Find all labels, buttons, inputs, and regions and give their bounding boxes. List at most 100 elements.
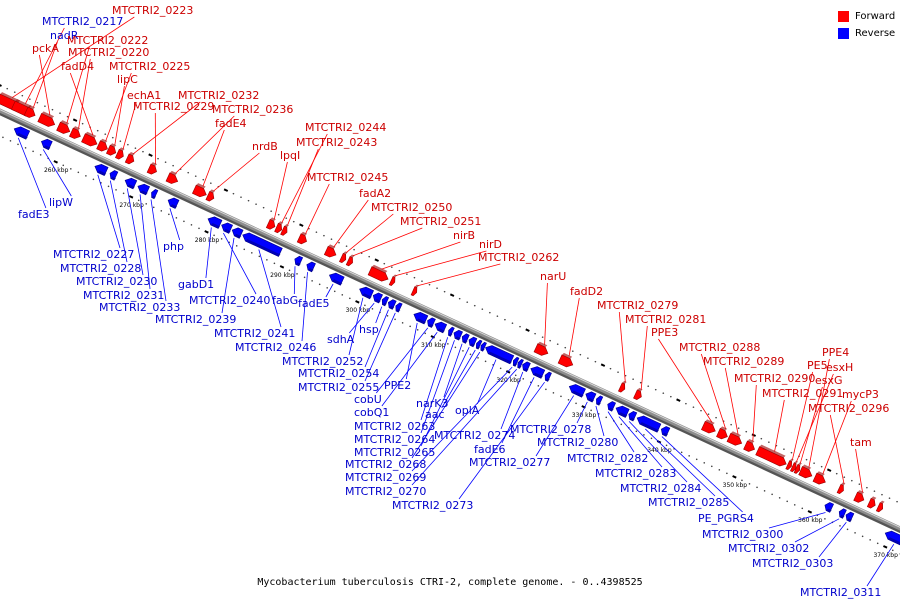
forward-swatch	[838, 10, 849, 22]
minor-tick-outer	[338, 241, 340, 244]
minor-tick-inner	[839, 525, 841, 527]
forward-label: MTCTRI2_0262	[478, 251, 559, 264]
gene-shade-MTCTRI2_0240	[223, 229, 231, 234]
minor-tick-outer	[96, 129, 99, 132]
major-tick-outer	[223, 188, 229, 192]
leader-line	[405, 322, 418, 380]
minor-tick-outer	[594, 360, 597, 363]
gene-narU	[533, 343, 549, 356]
gene-shade-MTCTRI2_0282	[608, 407, 614, 412]
minor-tick-outer	[232, 192, 235, 195]
gene-shade-MTCTRI2_0273	[545, 378, 550, 382]
gene-MTCTRI2_0244	[274, 222, 283, 234]
major-tick-inner	[279, 265, 285, 269]
gene-MTCTRI2_0289	[726, 432, 743, 446]
leader-line	[364, 309, 389, 368]
minor-tick-inner	[748, 483, 751, 485]
leader-line	[66, 46, 90, 124]
minor-tick-inner	[439, 339, 442, 342]
legend-reverse: Reverse	[838, 25, 895, 41]
minor-tick-inner	[220, 238, 223, 240]
reverse-label: MTCTRI2_0302	[728, 542, 809, 555]
gene-shade-MTCTRI2_0279	[622, 380, 627, 384]
gene-nrdB	[205, 190, 215, 202]
minor-tick-outer	[443, 290, 446, 293]
gene-shade-oplA	[488, 351, 512, 364]
forward-label: MTCTRI2_0243	[296, 136, 377, 149]
minor-tick-outer	[134, 147, 137, 149]
minor-tick-outer	[13, 91, 16, 93]
forward-label: MTCTRI2_0289	[703, 355, 784, 368]
gene-shade-fadE6	[533, 372, 543, 379]
minor-tick-outer	[888, 497, 891, 499]
minor-tick-outer	[541, 336, 544, 338]
minor-tick-outer	[51, 108, 54, 111]
minor-tick-inner	[560, 395, 562, 398]
reverse-label: MTCTRI2_0303	[752, 557, 833, 570]
leader-line	[420, 347, 470, 447]
gene-shade-MTCTRI2_0288	[720, 426, 728, 431]
legend-reverse-label: Reverse	[855, 27, 896, 39]
minor-tick-outer	[820, 465, 823, 468]
reverse-label: cobQ1	[354, 406, 389, 419]
leader-line	[122, 101, 137, 150]
minor-tick-inner	[869, 539, 871, 541]
minor-tick-inner	[726, 472, 728, 475]
minor-tick-inner	[168, 213, 170, 216]
minor-tick-inner	[273, 262, 276, 265]
minor-tick-inner	[213, 234, 215, 237]
gene-shade-lpqI	[270, 217, 276, 222]
minor-tick-inner	[145, 203, 148, 205]
minor-tick-outer	[662, 392, 665, 394]
leader-line	[348, 297, 364, 356]
minor-tick-inner	[32, 150, 34, 153]
leader-line	[808, 358, 830, 468]
minor-tick-outer	[654, 388, 657, 391]
gene-MTCTRI2_0290	[743, 440, 755, 452]
gene-shade-PPE3	[705, 419, 715, 425]
forward-label: narU	[540, 270, 566, 283]
minor-tick-outer	[873, 490, 876, 492]
major-tick-outer	[374, 258, 379, 262]
gene-f_unl_2	[875, 502, 884, 513]
leader-line	[105, 72, 132, 142]
reverse-label: MTCTRI2_0285	[648, 496, 729, 509]
gene-shade-f_unl_1	[871, 496, 877, 500]
gene-shade-echA1	[119, 147, 125, 151]
gene-shade-narU	[537, 341, 548, 348]
forward-label: MTCTRI2_0217	[42, 15, 123, 28]
gene-shade-fadE5	[332, 279, 343, 286]
gene-shade-MTCTRI2_0268	[480, 348, 485, 352]
forward-label: fadD4	[61, 60, 94, 73]
reverse-label: MTCTRI2_0270	[345, 485, 426, 498]
minor-tick-inner	[333, 290, 336, 293]
minor-tick-outer	[383, 262, 386, 265]
gene-shade-nrdB	[209, 189, 215, 193]
leader-line	[139, 194, 151, 290]
minor-tick-outer	[240, 196, 242, 198]
minor-tick-outer	[504, 318, 506, 321]
leader-line	[443, 343, 463, 398]
gene-echA1	[114, 149, 124, 160]
legend-forward: Forward	[838, 8, 895, 24]
minor-tick-inner	[756, 486, 758, 489]
gene-fadE4	[192, 184, 207, 198]
minor-tick-inner	[115, 189, 117, 191]
reverse-label: MTCTRI2_0282	[567, 452, 648, 465]
major-tick-inner	[355, 300, 360, 304]
gene-shade-MTCTRI2_0229	[150, 162, 158, 167]
leader-line	[640, 325, 648, 390]
minor-tick-outer	[59, 112, 61, 114]
minor-tick-inner	[635, 430, 638, 433]
reverse-label: narK3	[416, 397, 448, 410]
minor-tick-inner	[665, 444, 668, 447]
minor-tick-outer	[549, 339, 551, 342]
minor-tick-inner	[447, 343, 449, 345]
gene-shade-MTCTRI2_0265	[469, 343, 476, 347]
minor-tick-inner	[17, 143, 19, 146]
reverse-label: MTCTRI2_0277	[469, 456, 550, 469]
leader-line	[661, 436, 743, 513]
gene-shade-MTCTRI2_0243	[284, 224, 289, 228]
gene-shade-MTCTRI2_0225	[100, 138, 108, 143]
minor-tick-outer	[511, 322, 514, 324]
